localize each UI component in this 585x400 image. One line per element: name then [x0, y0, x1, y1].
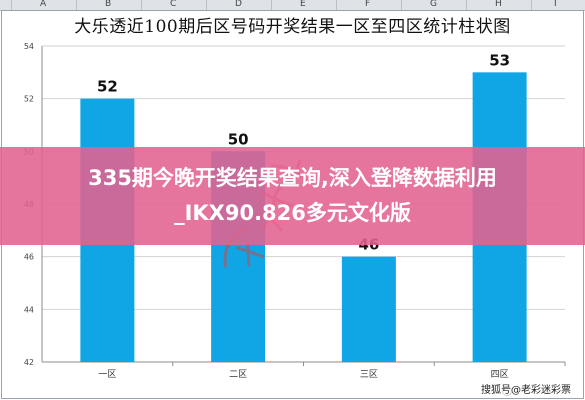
y-tick-label: 46	[24, 253, 34, 262]
x-tick-label: 一区	[98, 369, 116, 380]
column-header-d[interactable]: D	[206, 0, 272, 10]
column-header-h[interactable]: H	[466, 0, 532, 10]
y-tick-label: 54	[24, 42, 34, 51]
data-label: 53	[489, 51, 510, 69]
y-tick-label: 42	[24, 358, 34, 367]
column-header-f[interactable]: F	[336, 0, 402, 10]
column-header-corner	[0, 0, 12, 10]
column-header-g[interactable]: G	[401, 0, 467, 10]
column-header-b[interactable]: B	[76, 0, 142, 10]
y-tick-label: 52	[24, 95, 34, 104]
data-label: 50	[228, 130, 249, 148]
source-attribution: 搜狐号@老彩迷彩票	[479, 381, 573, 396]
column-header-a[interactable]: A	[11, 0, 77, 10]
x-tick-label: 四区	[491, 369, 509, 380]
chart-title: 大乐透近100期后区号码开奖结果一区至四区统计柱状图	[74, 17, 511, 37]
bar-3[interactable]	[341, 256, 396, 362]
column-header-e[interactable]: E	[271, 0, 337, 10]
x-tick-label: 二区	[229, 369, 247, 380]
headline-banner[interactable]: 335期今晚开奖结果查询,深入登降数据利用_IKX90.826多元文化版	[0, 147, 585, 245]
data-label: 52	[97, 78, 118, 96]
headline-text[interactable]: 335期今晚开奖结果查询,深入登降数据利用_IKX90.826多元文化版	[88, 166, 497, 225]
column-header-i[interactable]: I	[531, 0, 585, 10]
x-tick-label: 三区	[360, 369, 378, 380]
column-header-c[interactable]: C	[141, 0, 207, 10]
y-tick-label: 44	[24, 305, 34, 314]
